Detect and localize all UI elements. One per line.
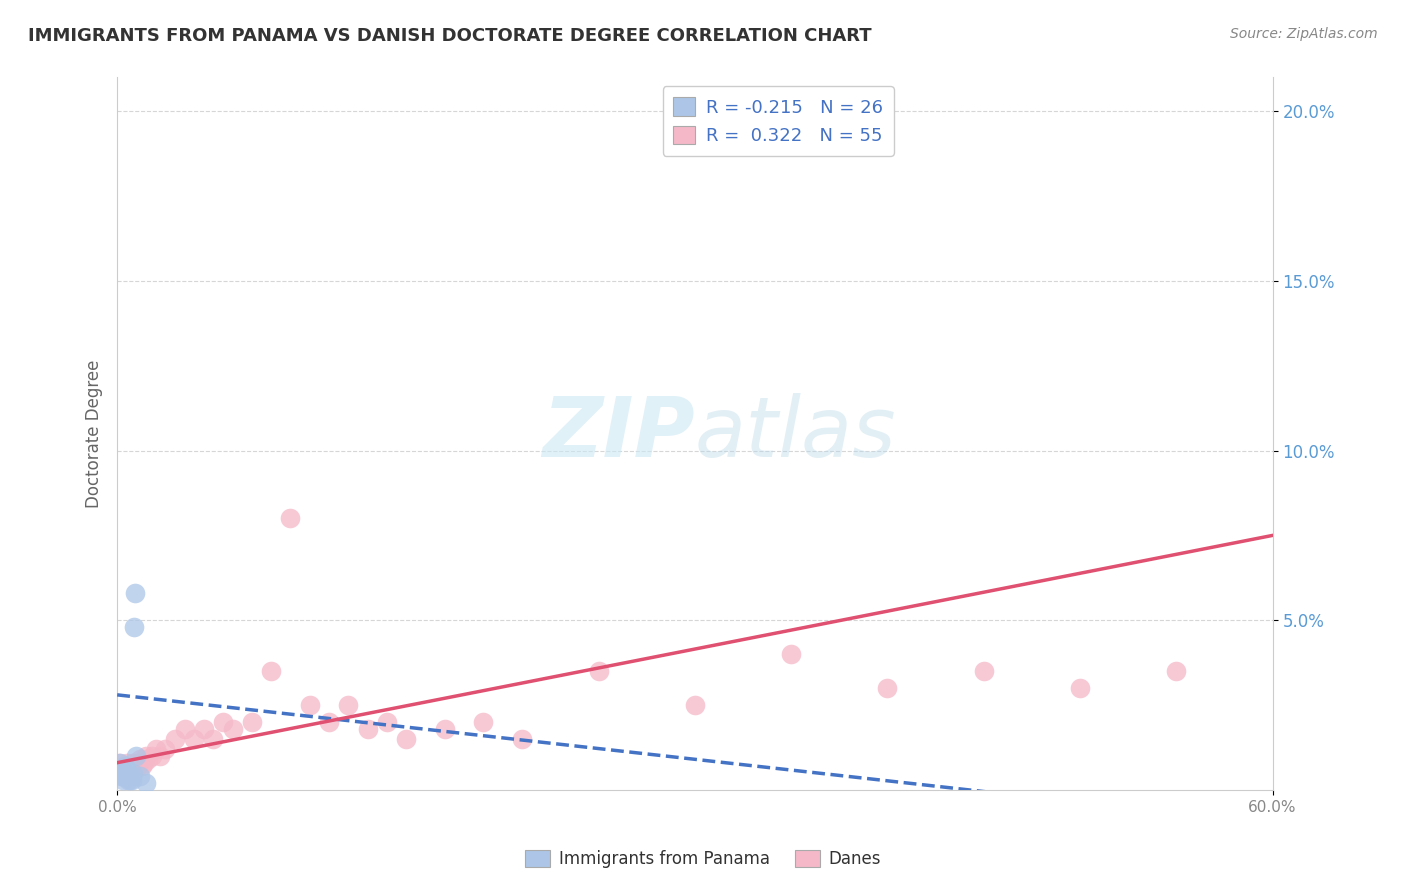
Point [112, 763, 135, 777]
Point [124, 586, 146, 600]
Point [163, 731, 186, 746]
Point [588, 664, 610, 678]
Text: Source: ZipAtlas.com: Source: ZipAtlas.com [1230, 27, 1378, 41]
Point [148, 748, 170, 763]
Point [118, 772, 141, 787]
Point [114, 765, 136, 780]
Point [115, 759, 138, 773]
Point [120, 763, 142, 777]
Point [114, 765, 136, 780]
Point [135, 776, 157, 790]
Point [121, 765, 143, 780]
Point [129, 752, 152, 766]
Point [318, 714, 340, 729]
Point [876, 681, 898, 695]
Point [356, 722, 378, 736]
Point [108, 756, 131, 770]
Point [280, 511, 302, 525]
Point [115, 756, 138, 770]
Point [115, 765, 138, 780]
Point [114, 769, 136, 783]
Point [145, 742, 167, 756]
Point [111, 765, 134, 780]
Point [135, 748, 157, 763]
Point [136, 752, 159, 766]
Point [118, 765, 141, 780]
Point [260, 664, 283, 678]
Point [222, 722, 245, 736]
Text: atlas: atlas [695, 393, 897, 475]
Point [124, 763, 146, 777]
Point [683, 698, 706, 712]
Point [129, 769, 152, 783]
Point [110, 763, 132, 777]
Point [433, 722, 456, 736]
Point [337, 698, 360, 712]
Point [395, 731, 418, 746]
Point [173, 722, 195, 736]
Point [780, 647, 803, 661]
Point [375, 714, 398, 729]
Point [141, 748, 163, 763]
Point [115, 763, 138, 777]
Point [121, 756, 143, 770]
Point [120, 769, 142, 783]
Point [125, 748, 148, 763]
Legend: Immigrants from Panama, Danes: Immigrants from Panama, Danes [519, 843, 887, 875]
Text: IMMIGRANTS FROM PANAMA VS DANISH DOCTORATE DEGREE CORRELATION CHART: IMMIGRANTS FROM PANAMA VS DANISH DOCTORA… [28, 27, 872, 45]
Point [202, 731, 225, 746]
Text: ZIP: ZIP [543, 393, 695, 475]
Point [298, 698, 321, 712]
Point [111, 765, 134, 780]
Point [122, 620, 145, 634]
Point [155, 742, 177, 756]
Point [510, 731, 533, 746]
Point [111, 763, 134, 777]
Point [134, 756, 156, 770]
Point [121, 772, 143, 787]
Point [117, 765, 139, 780]
Point [110, 765, 132, 780]
Point [108, 765, 131, 780]
Point [121, 765, 143, 780]
Point [112, 763, 135, 777]
Point [112, 769, 135, 783]
Point [183, 731, 205, 746]
Point [111, 769, 134, 783]
Point [131, 759, 153, 773]
Point [117, 763, 139, 777]
Point [111, 772, 134, 787]
Point [118, 769, 141, 783]
Point [114, 759, 136, 773]
Point [117, 772, 139, 787]
Point [1069, 681, 1091, 695]
Legend: R = -0.215   N = 26, R =  0.322   N = 55: R = -0.215 N = 26, R = 0.322 N = 55 [662, 87, 894, 156]
Point [472, 714, 495, 729]
Point [125, 756, 148, 770]
Point [212, 714, 235, 729]
Y-axis label: Doctorate Degree: Doctorate Degree [86, 359, 103, 508]
Point [115, 769, 138, 783]
Point [118, 759, 141, 773]
Point [122, 763, 145, 777]
Point [240, 714, 263, 729]
Point [124, 759, 146, 773]
Point [973, 664, 995, 678]
Point [1166, 664, 1188, 678]
Point [127, 759, 149, 773]
Point [110, 769, 132, 783]
Point [193, 722, 215, 736]
Point [108, 756, 131, 770]
